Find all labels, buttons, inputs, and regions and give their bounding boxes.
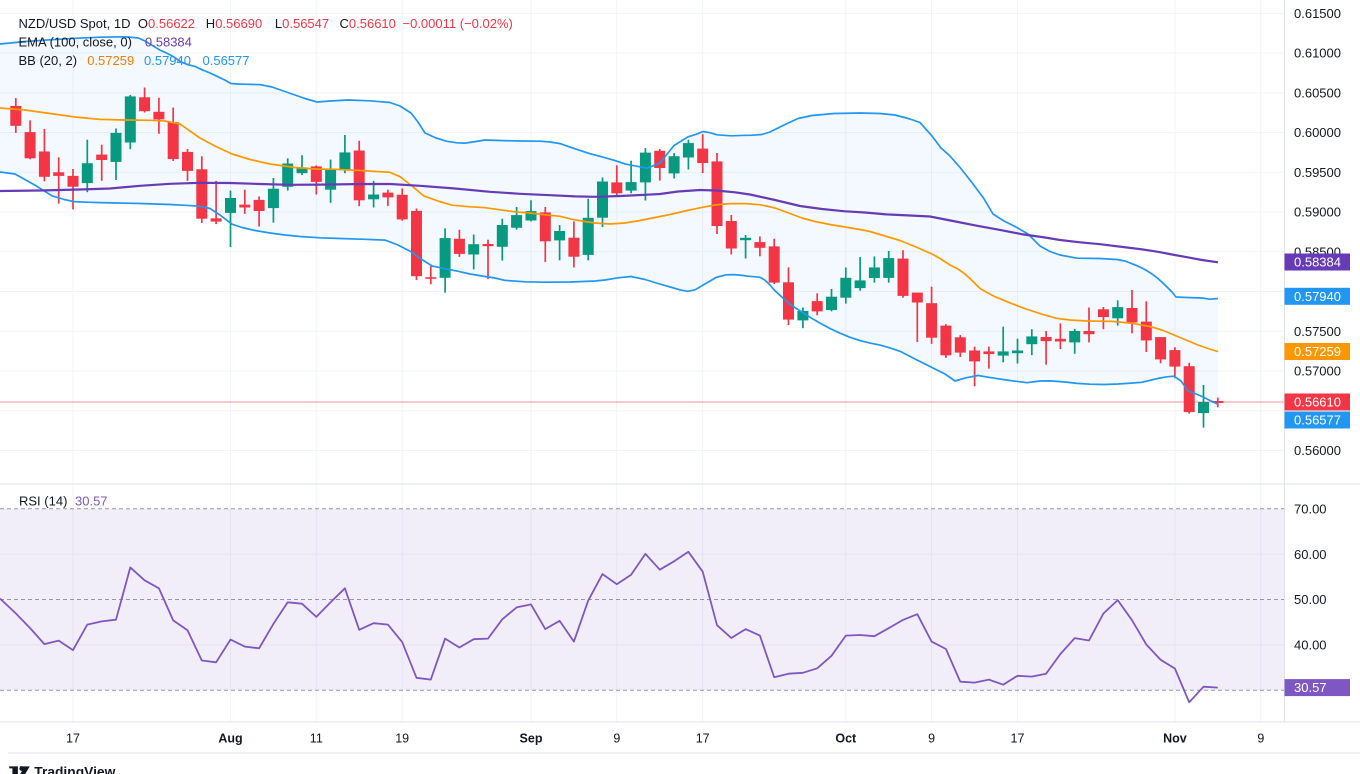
svg-text:50.00: 50.00 [1294,592,1327,607]
svg-text:0.57500: 0.57500 [1294,324,1341,339]
svg-text:0.57000: 0.57000 [1294,364,1341,379]
svg-text:9: 9 [613,732,620,746]
svg-text:17: 17 [66,732,80,746]
svg-text:0.60000: 0.60000 [1294,125,1341,140]
svg-text:30.57: 30.57 [75,494,108,509]
svg-text:−0.00011 (−0.02%): −0.00011 (−0.02%) [403,16,513,31]
svg-text:H0.56690: H0.56690 [206,16,262,31]
svg-text:0.61000: 0.61000 [1294,46,1341,61]
svg-text:0.59000: 0.59000 [1294,205,1341,220]
svg-text:0.58384: 0.58384 [145,35,192,50]
svg-text:EMA (100, close, 0): EMA (100, close, 0) [19,35,132,50]
svg-text:BB (20, 2): BB (20, 2) [19,53,78,68]
svg-text:19: 19 [395,732,409,746]
svg-text:0.57940: 0.57940 [1294,289,1341,304]
svg-text:30.57: 30.57 [1294,680,1327,695]
svg-text:Nov: Nov [1163,732,1187,746]
svg-text:Aug: Aug [218,732,242,746]
svg-text:Sep: Sep [520,732,543,746]
svg-text:NZD/USD Spot, 1D: NZD/USD Spot, 1D [19,16,131,31]
svg-text:0.56577: 0.56577 [203,53,250,68]
svg-text:Oct: Oct [835,732,857,746]
svg-text:17: 17 [696,732,710,746]
svg-text:0.56000: 0.56000 [1294,443,1341,458]
svg-text:0.57259: 0.57259 [1294,344,1341,359]
svg-text:TradingView: TradingView [34,764,115,774]
svg-text:0.60500: 0.60500 [1294,86,1341,101]
svg-text:C0.56610: C0.56610 [340,16,396,31]
svg-text:60.00: 60.00 [1294,547,1327,562]
svg-text:L0.56547: L0.56547 [275,16,329,31]
svg-text:40.00: 40.00 [1294,638,1327,653]
svg-text:0.56577: 0.56577 [1294,413,1341,428]
svg-text:70.00: 70.00 [1294,501,1327,516]
svg-text:11: 11 [310,732,323,746]
svg-text:0.61500: 0.61500 [1294,6,1341,21]
svg-text:0.57259: 0.57259 [87,53,134,68]
svg-text:RSI (14): RSI (14) [19,494,67,509]
svg-text:17: 17 [1011,732,1025,746]
svg-text:0.59500: 0.59500 [1294,165,1341,180]
svg-text:O0.56622: O0.56622 [138,16,195,31]
svg-text:9: 9 [928,732,935,746]
svg-text:0.58384: 0.58384 [1294,255,1341,270]
svg-text:0.57940: 0.57940 [144,53,191,68]
svg-text:0.56610: 0.56610 [1294,395,1341,410]
svg-text:9: 9 [1257,732,1264,746]
